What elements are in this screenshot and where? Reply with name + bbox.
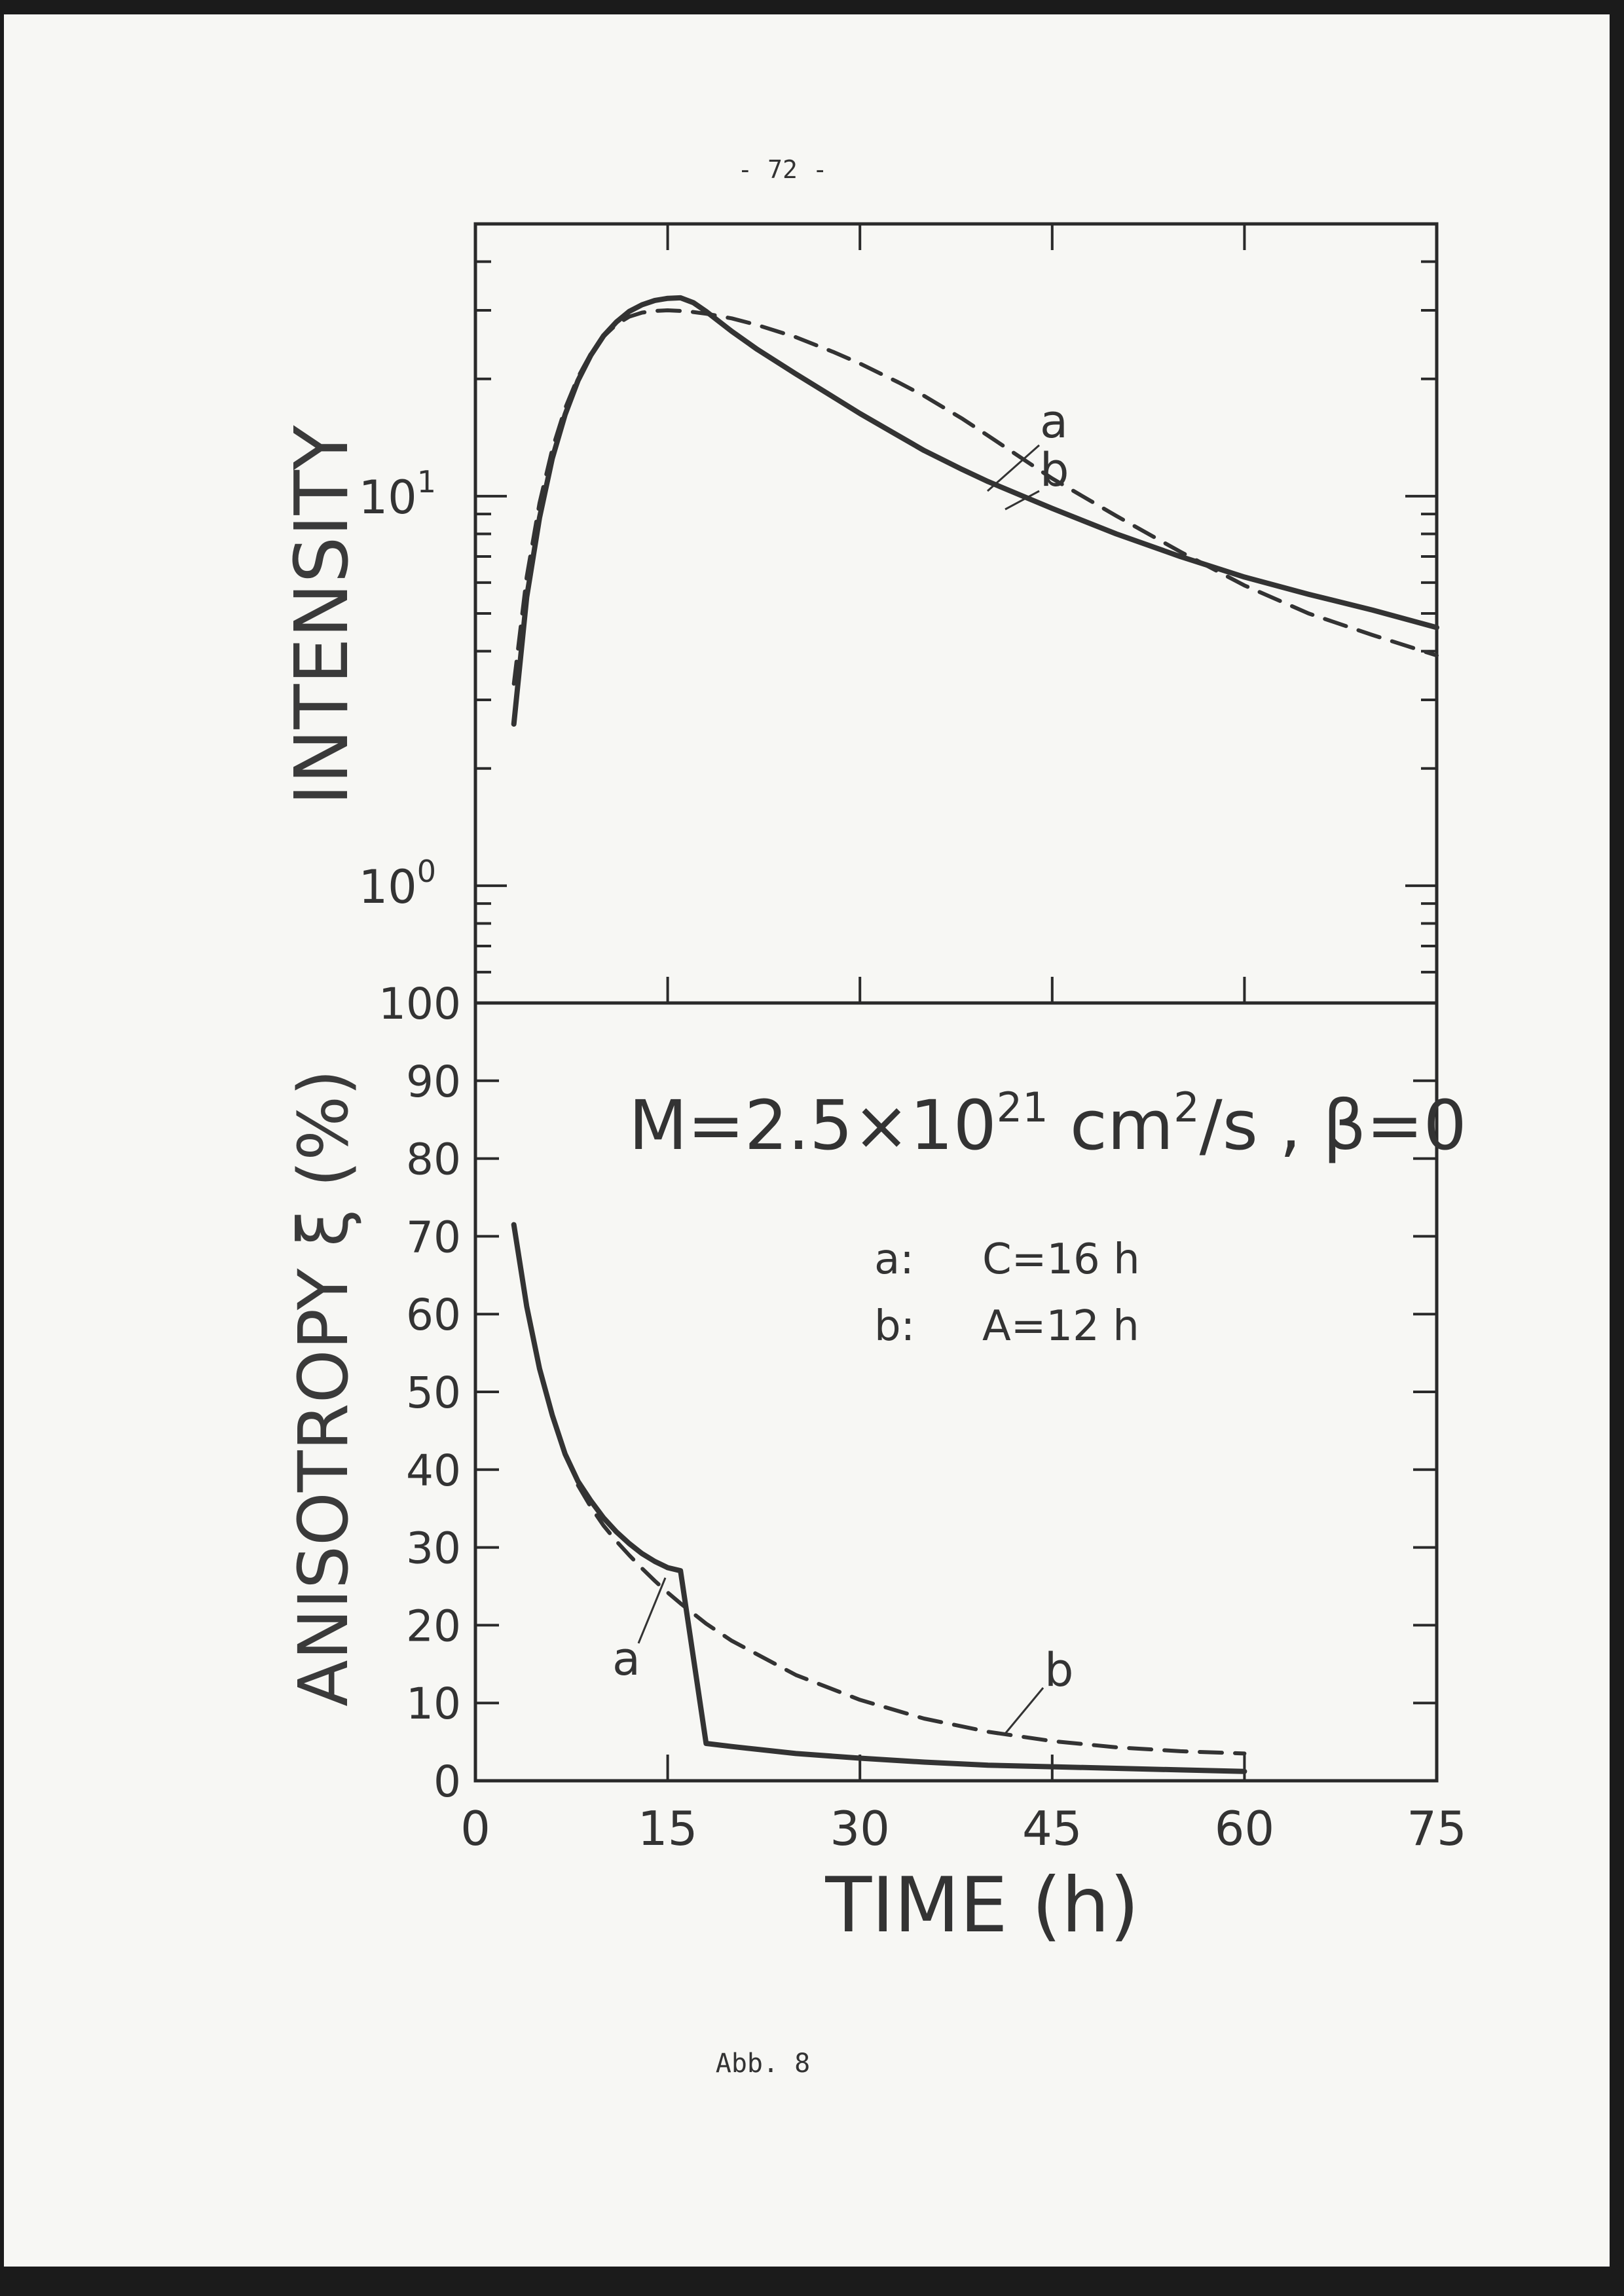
top-curve-a-leader (987, 444, 1040, 492)
bottom-curve-b-label: b (1044, 1643, 1073, 1697)
top-curve-a-label: a (1040, 395, 1068, 448)
x-tick-label: 45 (1022, 1801, 1082, 1856)
formula-main: M=2.5×10 (629, 1085, 997, 1165)
x-tick-label: 0 (460, 1801, 490, 1856)
top-y-tick-label-exponent: 1 (417, 464, 436, 500)
x-tick-label: 30 (830, 1801, 890, 1856)
top-y-tick-label-base: 10 (359, 860, 417, 914)
formula-annotation: M=2.5×1021 cm2/s , β=0 (629, 1084, 1467, 1165)
top-panel-ticks (474, 223, 1438, 1004)
figure-caption: Abb. 8 (716, 2049, 811, 2079)
top-curve-b-leader (1005, 490, 1040, 511)
top-series-a-line (511, 295, 1439, 727)
x-tick-label: 60 (1215, 1801, 1275, 1856)
bottom-y-tick-label: 60 (406, 1290, 461, 1340)
bottom-curve-a-leader (637, 1577, 667, 1644)
bottom-panel-series (511, 1222, 1247, 1774)
formula-tail: /s , β=0 (1200, 1085, 1467, 1165)
bottom-y-tick-label: 90 (406, 1057, 461, 1107)
top-y-tick-label: 101 (359, 464, 436, 524)
x-tick-label: 75 (1407, 1801, 1467, 1856)
top-panel-series (511, 295, 1439, 727)
top-y-axis-label: INTENSITY (280, 425, 365, 805)
formula-unit: cm (1048, 1085, 1174, 1165)
bottom-y-tick-label: 30 (406, 1523, 461, 1574)
legend-a-key: a: (874, 1235, 914, 1284)
top-curve-b-label: b (1040, 443, 1069, 497)
bottom-y-tick-label: 10 (406, 1679, 461, 1729)
legend-a-value: C=16 h (982, 1235, 1140, 1284)
top-y-tick-label-exponent: 0 (417, 854, 436, 889)
formula-exponent-1: 21 (997, 1084, 1048, 1131)
bottom-curve-b-leader (1004, 1687, 1044, 1734)
bottom-y-tick-label: 0 (434, 1757, 461, 1807)
bottom-curve-a-label: a (612, 1632, 640, 1686)
formula-exponent-2: 2 (1173, 1084, 1199, 1131)
legend-b-key: b: (874, 1302, 915, 1351)
top-y-tick-label: 100 (359, 854, 436, 914)
bottom-y-tick-label: 20 (406, 1601, 461, 1651)
bottom-y-tick-label: 40 (406, 1446, 461, 1496)
bottom-series-a-line (511, 1222, 1247, 1774)
bottom-y-tick-label: 100 (378, 979, 461, 1029)
bottom-y-axis-label: ANISOTROPY ξ (%) (284, 1069, 363, 1706)
top-y-tick-label-base: 10 (359, 471, 417, 524)
top-panel-frame (473, 222, 1439, 1005)
top-series-b-line (511, 308, 1439, 686)
page-number: - 72 - (737, 155, 827, 184)
bottom-y-tick-label: 70 (406, 1212, 461, 1262)
legend-b-value: A=12 h (982, 1302, 1139, 1351)
paper-sheet (4, 14, 1610, 2267)
x-tick-label: 15 (638, 1801, 698, 1856)
bottom-y-tick-label: 50 (406, 1368, 461, 1418)
bottom-panel-ticks (474, 1002, 1438, 1782)
bottom-series-b-line (576, 1483, 1247, 1756)
x-axis-label: TIME (h) (824, 1861, 1139, 1950)
bottom-y-tick-label: 80 (406, 1135, 461, 1185)
